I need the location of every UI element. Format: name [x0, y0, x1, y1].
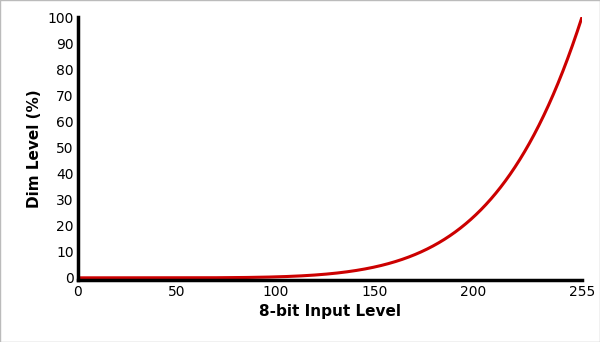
X-axis label: 8-bit Input Level: 8-bit Input Level	[259, 304, 401, 319]
Y-axis label: Dim Level (%): Dim Level (%)	[27, 90, 42, 208]
